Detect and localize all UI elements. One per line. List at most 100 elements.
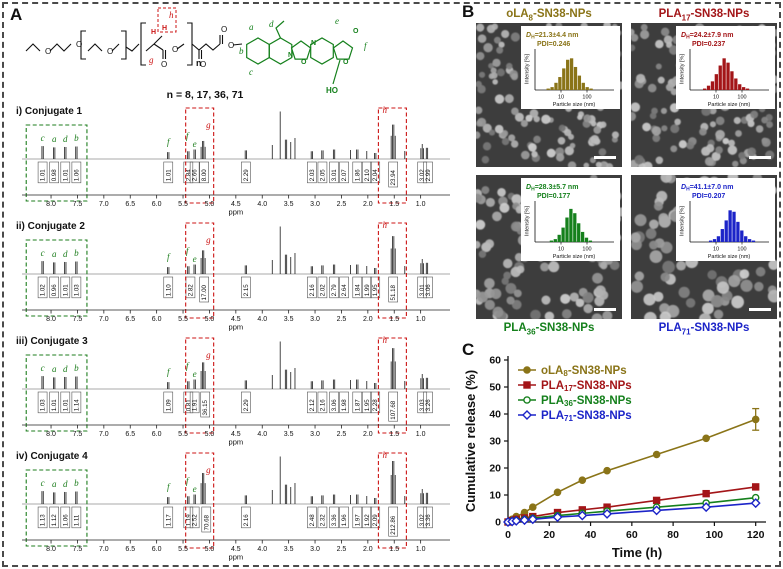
tem-grid: oLA8-SN38-NPs DH=21.3±4.4 nm PDI=0.246 10 10… (462, 5, 779, 341)
integral-box (317, 161, 328, 184)
svg-text:2.02: 2.02 (319, 284, 326, 297)
scale-bar (749, 156, 771, 159)
svg-text:h: h (382, 335, 387, 345)
svg-text:g: g (149, 55, 154, 65)
svg-text:3.01: 3.01 (419, 284, 426, 297)
svg-text:1.17: 1.17 (165, 514, 172, 527)
svg-text:3.0: 3.0 (310, 431, 320, 438)
svg-text:10: 10 (558, 95, 564, 101)
svg-text:1.11: 1.11 (73, 514, 80, 526)
release-series (507, 502, 756, 523)
svg-text:0.98: 0.98 (51, 169, 58, 182)
integral-box (60, 161, 71, 184)
svg-text:1.5: 1.5 (389, 201, 399, 208)
svg-text:O: O (161, 60, 167, 69)
aromatic-region-box (25, 469, 88, 547)
svg-text:g: g (206, 465, 211, 475)
svg-text:8.0: 8.0 (46, 201, 56, 208)
svg-text:HO: HO (326, 86, 338, 95)
svg-text:ppm: ppm (229, 438, 244, 447)
svg-text:7.5: 7.5 (73, 431, 83, 438)
svg-text:4.0: 4.0 (257, 431, 267, 438)
integral-box (339, 161, 349, 184)
integral-box (339, 391, 349, 414)
integral-box (241, 391, 251, 414)
svg-text:O: O (172, 45, 178, 54)
integral-box (307, 391, 317, 414)
svg-text:1.03: 1.03 (40, 399, 47, 412)
integral-box (361, 506, 372, 529)
svg-text:1.03: 1.03 (73, 284, 80, 297)
integral-box (339, 276, 349, 299)
integral-box (163, 276, 174, 299)
integral-box (199, 276, 209, 303)
integral-box (71, 161, 82, 184)
svg-text:4.0: 4.0 (257, 201, 267, 208)
svg-text:2.16: 2.16 (243, 514, 250, 527)
svg-text:51.18: 51.18 (390, 284, 397, 300)
svg-text:f: f (167, 482, 171, 492)
svg-text:3.01: 3.01 (331, 169, 338, 182)
legend-entry: PLA17-SN38-NPs (541, 380, 632, 393)
svg-text:5.5: 5.5 (178, 431, 188, 438)
svg-text:1.84: 1.84 (354, 284, 361, 297)
svg-text:40: 40 (489, 409, 501, 421)
integral-box (37, 391, 48, 414)
svg-text:2.07: 2.07 (341, 169, 348, 182)
svg-text:2.04: 2.04 (372, 169, 379, 182)
integral-box (361, 391, 372, 414)
svg-text:3.5: 3.5 (284, 546, 294, 553)
svg-text:e: e (193, 484, 197, 494)
svg-text:h: h (382, 220, 387, 230)
svg-text:2.5: 2.5 (337, 546, 347, 553)
svg-text:2.09: 2.09 (372, 514, 379, 527)
integral-box (423, 276, 433, 299)
svg-text:2.0: 2.0 (363, 431, 373, 438)
integral-box (339, 506, 349, 529)
integral-box (183, 161, 194, 184)
svg-text:4.5: 4.5 (231, 546, 241, 553)
svg-text:70.68: 70.68 (203, 514, 210, 530)
svg-text:30: 30 (489, 436, 501, 448)
svg-text:2.84: 2.84 (185, 169, 192, 182)
svg-text:1.0: 1.0 (416, 316, 426, 323)
svg-text:1.01: 1.01 (62, 284, 69, 297)
svg-text:c: c (41, 248, 45, 258)
svg-text:2.0: 2.0 (363, 546, 373, 553)
svg-text:2.03: 2.03 (309, 169, 316, 182)
svg-text:4.0: 4.0 (257, 546, 267, 553)
nmr-spectra-stack: i) Conjugate 1 c a d b f f e g h 1.01 0.98 1.01 1.06 1… (8, 101, 460, 561)
svg-text:7.0: 7.0 (99, 431, 109, 438)
svg-text:17.00: 17.00 (201, 284, 208, 300)
svg-text:O: O (76, 40, 82, 49)
svg-text:10: 10 (713, 247, 719, 253)
svg-text:n = 8, 17, 36, 71: n = 8, 17, 36, 71 (167, 89, 244, 101)
svg-text:2.0: 2.0 (363, 316, 373, 323)
svg-text:1.14: 1.14 (73, 399, 80, 412)
svg-text:1.92: 1.92 (364, 514, 371, 527)
integral-box (189, 161, 200, 184)
svg-text:Particle size (nm): Particle size (nm) (708, 254, 751, 260)
svg-text:g: g (206, 350, 211, 360)
svg-text:20: 20 (489, 463, 501, 475)
svg-text:1.10: 1.10 (165, 284, 172, 297)
svg-text:a: a (52, 479, 57, 489)
svg-text:212.86: 212.86 (390, 515, 397, 534)
svg-text:e: e (335, 16, 339, 26)
integral-box (183, 391, 194, 414)
integral-box (352, 391, 363, 414)
svg-text:50: 50 (489, 382, 501, 394)
integral-box (200, 391, 211, 418)
svg-text:f: f (364, 41, 368, 51)
svg-text:1.02: 1.02 (40, 284, 47, 297)
svg-text:3.0: 3.0 (310, 201, 320, 208)
svg-text:3.36: 3.36 (425, 514, 432, 527)
svg-text:h: h (382, 450, 387, 460)
integral-box (329, 391, 339, 414)
integral-box (37, 506, 48, 529)
svg-text:1.0: 1.0 (416, 201, 426, 208)
svg-text:PDI=0.246: PDI=0.246 (537, 41, 570, 48)
svg-text:Intensity [%]: Intensity [%] (525, 54, 531, 84)
